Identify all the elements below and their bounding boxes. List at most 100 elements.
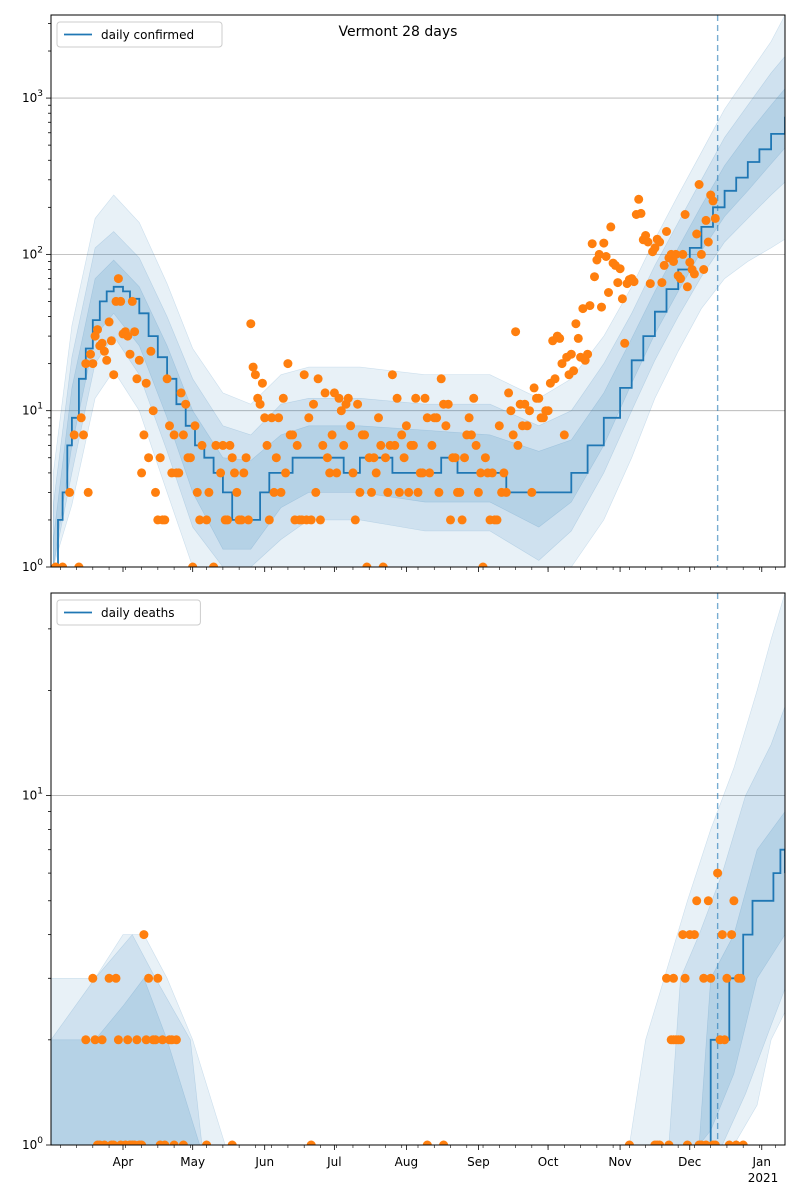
data-point [58,562,68,567]
data-point [306,1140,316,1145]
data-point [699,973,709,983]
data-point [680,210,690,219]
data-point [480,453,490,463]
data-point [669,257,678,266]
data-point [325,468,335,478]
data-point [404,487,414,497]
data-point [125,349,135,359]
data-point [381,453,390,463]
legend-label: daily confirmed [101,28,194,42]
data-point [232,487,242,497]
data-point [116,296,126,306]
data-point [204,487,214,497]
data-point [383,487,393,497]
data-point [645,279,655,289]
data-point [141,378,151,388]
data-point [74,562,84,567]
data-point [583,349,593,359]
data-point [130,327,140,337]
data-point [76,413,86,423]
data-point [499,468,509,478]
data-point [151,487,160,497]
data-point [209,562,219,567]
data-point [269,487,279,497]
data-point [662,973,671,983]
legend: daily deaths [56,599,201,626]
data-point [543,406,553,416]
data-point [185,453,195,463]
data-point [501,487,511,497]
y-tick-label: 103 [22,89,43,105]
data-point [132,374,142,384]
data-point [473,487,483,497]
data-point [573,333,583,343]
data-point [708,196,718,206]
data-point [729,896,739,906]
data-point [559,430,569,440]
data-point [590,272,599,282]
data-point [466,430,476,440]
data-point [202,515,212,525]
data-point [239,468,249,478]
data-point [529,383,539,393]
data-point [511,327,521,337]
x-tick-label: Apr [113,1155,134,1169]
data-point [146,346,156,356]
data-point [706,973,716,983]
data-point [243,515,253,525]
data-point [283,359,293,369]
data-point [137,1140,147,1145]
data-point [376,440,386,450]
data-point [390,440,400,450]
chart-title: Vermont 28 days [339,24,458,40]
data-point [418,468,428,478]
data-point [139,930,149,940]
data-point [408,440,418,450]
data-point [659,260,669,270]
data-point [425,468,435,478]
data-point [571,319,581,329]
data-point [599,238,609,248]
data-point [527,487,537,497]
data-point [155,453,165,463]
y-tick-label: 100 [22,558,43,574]
data-point [262,440,272,450]
data-point [620,338,630,348]
data-point [348,468,358,478]
data-point [655,1140,665,1145]
data-point [692,229,702,239]
data-point [334,393,344,403]
data-point [113,274,123,284]
data-point [682,1140,692,1145]
data-point [197,440,207,450]
data-point [106,336,116,346]
data-point [504,388,514,398]
data-point [65,487,75,497]
data-point [422,413,432,423]
data-point [109,370,119,380]
data-point [51,562,61,567]
data-point [165,421,174,431]
x-tick-label: Sep [467,1155,490,1169]
data-point [569,366,579,376]
data-point [664,1140,674,1145]
data-point [322,453,332,463]
data-point [81,359,91,369]
data-point [255,399,265,409]
data-point [318,440,328,450]
data-point [281,468,291,478]
data-point [455,487,465,497]
data-point [304,413,314,423]
data-point [394,487,404,497]
data-point [93,325,102,335]
data-point [624,1140,634,1145]
data-point [97,1035,107,1045]
data-point [320,388,330,398]
x-tick-label: Oct [538,1155,559,1169]
data-point [557,359,567,369]
data-point [190,421,200,431]
data-point [274,413,284,423]
data-point [178,1140,188,1145]
data-point [492,515,502,525]
data-point [525,406,534,416]
